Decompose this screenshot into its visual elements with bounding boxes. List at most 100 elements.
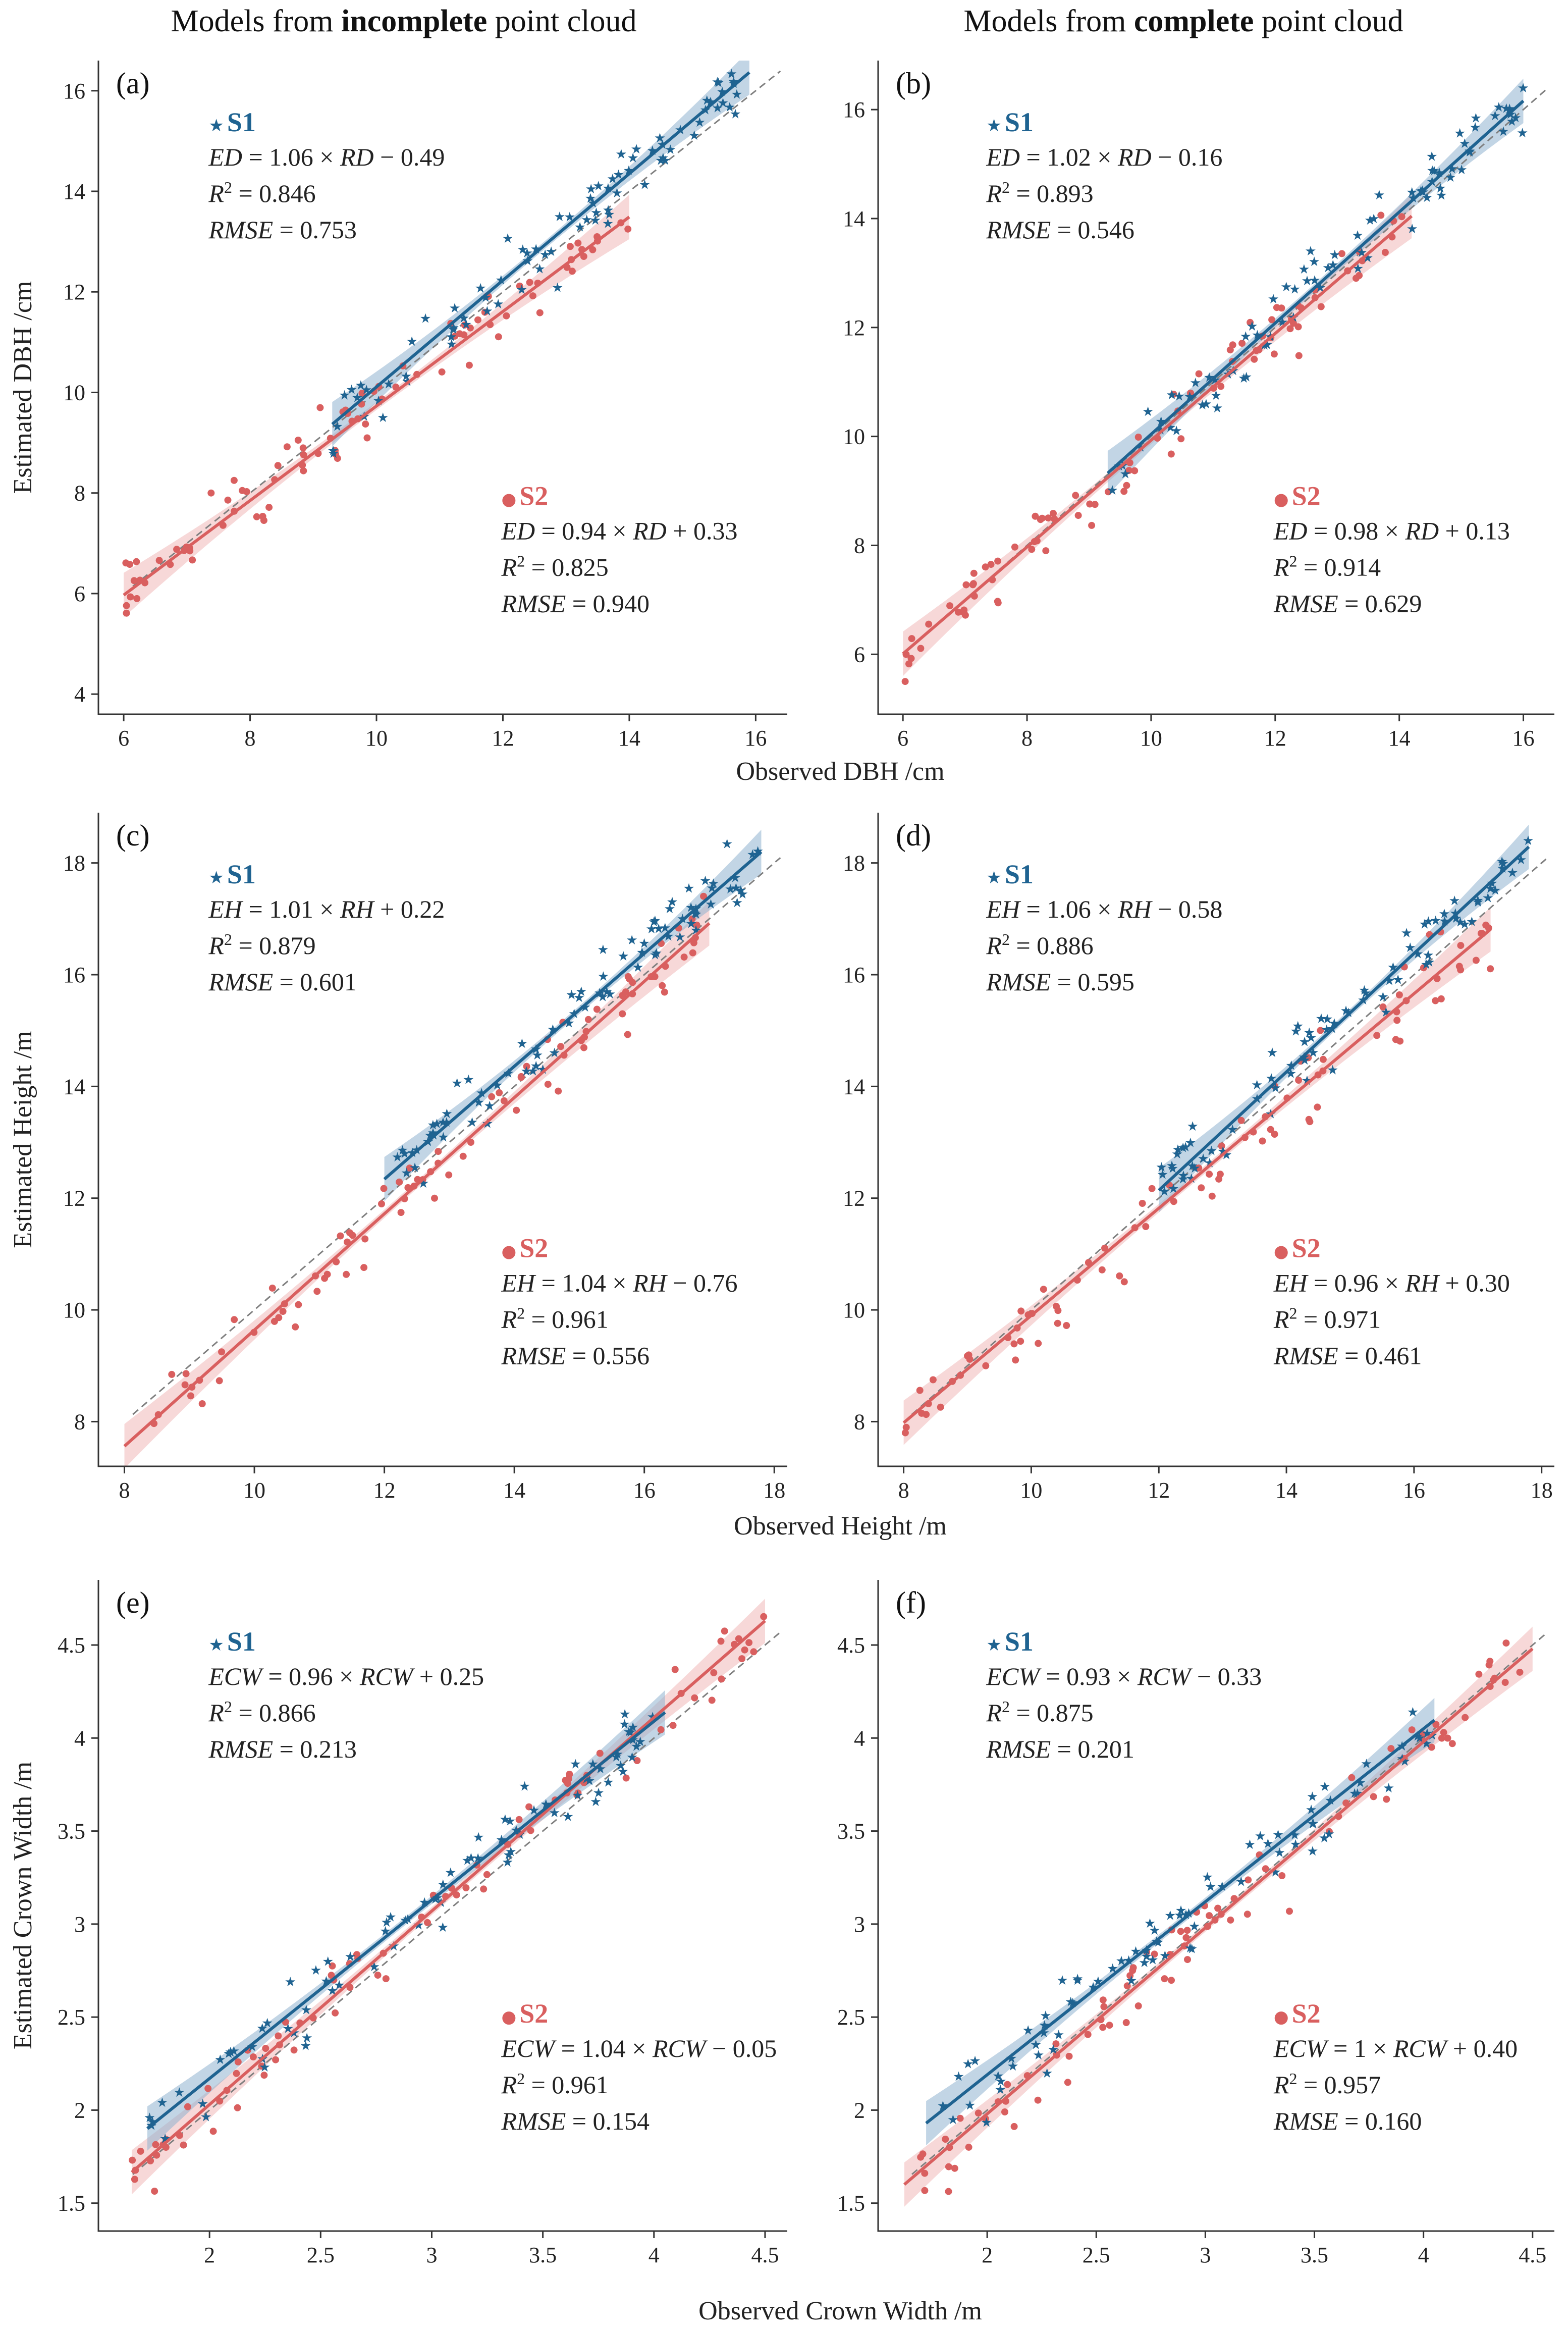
s2-point — [1444, 1734, 1451, 1742]
y-tick-label: 4 — [74, 682, 85, 707]
s2-point — [960, 606, 968, 614]
s2-point — [1286, 325, 1294, 333]
s2-legend: ● S2 — [1274, 1998, 1321, 2029]
s1-point: ★ — [1304, 1026, 1315, 1041]
x-tick-label: 8 — [898, 1478, 909, 1503]
s1-confidence-band — [332, 61, 749, 447]
panel-f: ★★★★★★★★★★ ★★★★★★★★★★★★★★★★★★★★★★★★★★ ★★★★… — [837, 1580, 1554, 2267]
s1-point: ★ — [1056, 1973, 1068, 1988]
s1-point: ★ — [1221, 1147, 1232, 1162]
s2-point — [1042, 547, 1050, 555]
s1-point: ★ — [441, 1106, 453, 1122]
s2-point — [918, 1409, 926, 1417]
identity-line — [132, 857, 781, 1415]
s1-point: ★ — [1173, 389, 1185, 404]
s2-point — [1167, 450, 1175, 458]
s2-point — [523, 1063, 530, 1070]
s1-point: ★ — [1509, 111, 1521, 126]
s2-point — [1214, 1904, 1222, 1912]
s2-points — [917, 1639, 1524, 2195]
s2-annotation: ● S2 ECW = 1.04 × RCW − 0.05 R2 = 0.961 RMSE… — [501, 1998, 777, 2135]
s1-point: ★ — [1423, 914, 1434, 929]
s2-point — [488, 1093, 496, 1100]
s1-point: ★ — [1164, 1909, 1176, 1924]
s1-point: ★ — [1175, 1903, 1186, 1919]
s2-point — [230, 476, 238, 484]
s2-r2: R2 = 0.961 — [501, 1304, 609, 1334]
s1-point: ★ — [969, 2054, 981, 2069]
s2-point — [1428, 1743, 1435, 1751]
s1-point: ★ — [1506, 866, 1518, 881]
s2-point — [708, 1697, 716, 1704]
panels: ★ ★ ★ ★ ★ ★ ★ ★ ★ ★ ★ ★ ★ ★ ★ ★ ★ ★ ★ ★ ★ ★ ★ ★ ★ ★ ★ ★ ★ ★ ★ ★ ★ ★ ★ ★ ★ ★ ★ ★… — [9, 61, 1554, 2325]
s2-r2: R2 = 0.971 — [1273, 1304, 1381, 1334]
x-tick-label: 14 — [618, 726, 640, 751]
y-tick-label: 4.5 — [58, 1633, 85, 1658]
s2-point — [129, 2156, 136, 2164]
s1-point: ★ — [1067, 1995, 1078, 2010]
panel-label: (c) — [116, 819, 150, 852]
s1-point: ★ — [589, 213, 601, 228]
s1-point: ★ — [424, 1128, 436, 1143]
s2-equation: ED = 0.98 × RD + 0.13 — [1273, 517, 1510, 545]
s1-rmse: RMSE = 0.601 — [208, 968, 356, 996]
s2-point — [474, 316, 481, 324]
y-tick-label: 10 — [843, 1298, 865, 1322]
s1-point: ★ — [1149, 1923, 1160, 1938]
s1-point: ★ — [385, 1910, 396, 1925]
s1-point: ★ — [1200, 397, 1212, 412]
x-tick-label: 10 — [243, 1478, 265, 1503]
s2-point — [461, 321, 468, 329]
y-tick-label: 12 — [63, 1186, 85, 1211]
y-tick-label: 4 — [74, 1726, 85, 1751]
s1-point: ★ — [1307, 1789, 1318, 1805]
s2-point — [908, 635, 915, 643]
s1-point: ★ — [463, 1072, 474, 1087]
x-tick-label: 18 — [1531, 1478, 1553, 1503]
s2-point — [1182, 1934, 1190, 1941]
s2-point — [1099, 2024, 1107, 2031]
s2-point — [1216, 1171, 1224, 1178]
s1-point: ★ — [1364, 213, 1376, 228]
s1-point: ★ — [1007, 2059, 1018, 2074]
s2-point — [1440, 1729, 1447, 1736]
s1-point: ★ — [1399, 1754, 1411, 1769]
s1-point: ★ — [1244, 1837, 1256, 1852]
s2-point — [529, 292, 536, 300]
s2-point — [343, 1270, 350, 1278]
s1-point: ★ — [623, 163, 634, 178]
s1-legend: ★ S1 — [986, 859, 1034, 889]
s2-point — [1098, 1266, 1106, 1274]
s1-point: ★ — [1289, 282, 1301, 297]
s1-point: ★ — [1167, 1161, 1178, 1176]
s1-point: ★ — [1041, 2066, 1053, 2081]
s2-point — [321, 1275, 329, 1282]
s1-point: ★ — [572, 1788, 583, 1803]
s2-point — [693, 921, 700, 929]
s2-point — [1353, 275, 1360, 282]
s2-points — [901, 921, 1494, 1437]
s2-point — [1101, 1244, 1108, 1252]
s1-point: ★ — [1206, 1143, 1217, 1158]
s2-point — [131, 2176, 138, 2183]
s2-point — [1487, 965, 1494, 973]
s1-point: ★ — [964, 2098, 976, 2113]
s2-point — [361, 1235, 369, 1243]
plot-area: ★★★★★★★★★★★★★★★★★★★★★★★★★★★★★★★★★★★★★★★★… — [123, 829, 781, 1466]
s1-point: ★ — [1470, 111, 1482, 126]
s1-point: ★ — [1305, 244, 1316, 259]
s1-point: ★ — [1305, 1030, 1317, 1045]
s1-point: ★ — [1157, 1168, 1168, 1183]
s2-point — [274, 462, 282, 469]
y-tick-label: 2 — [74, 2098, 85, 2123]
s1-point: ★ — [1359, 983, 1370, 998]
s2-point — [1091, 501, 1099, 508]
s1-point: ★ — [1456, 163, 1468, 178]
s1-point: ★ — [1187, 1119, 1199, 1134]
s1-point: ★ — [499, 1812, 511, 1827]
s1-point: ★ — [570, 1757, 581, 1772]
s2-point — [360, 1264, 368, 1271]
s1-point: ★ — [1351, 228, 1363, 243]
s2-point — [526, 279, 533, 286]
s1-point: ★ — [717, 95, 729, 111]
